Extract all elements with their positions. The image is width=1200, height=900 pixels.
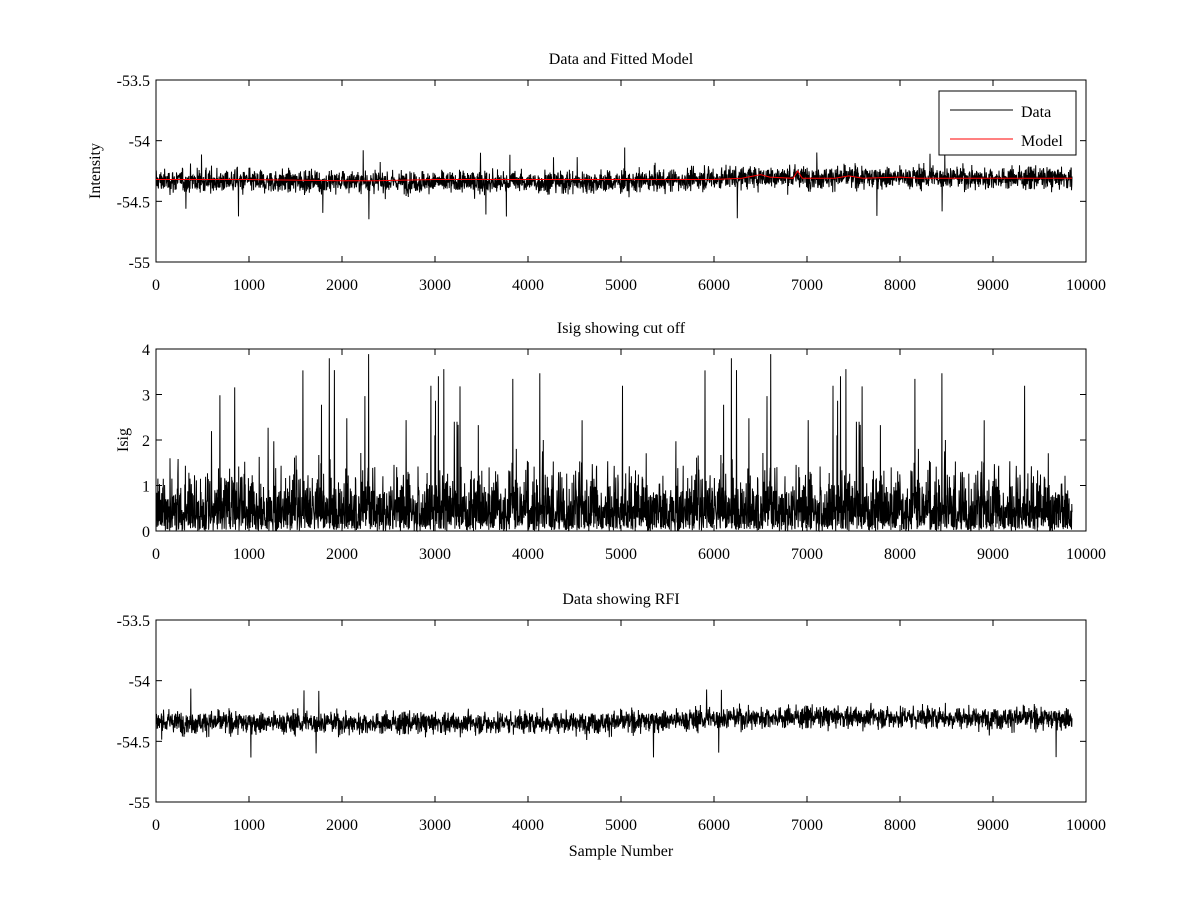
plot-area — [155, 688, 1073, 758]
x-tick-label: 10000 — [1066, 546, 1106, 563]
ticks: 0 1000 2000 3000 4000 5000 6000 7000 8000 9000 100… — [117, 613, 1106, 834]
y-tick-label: 2 — [142, 433, 150, 450]
x-tick-label: 7000 — [791, 277, 823, 294]
x-tick-label: 4000 — [512, 546, 544, 563]
x-tick-label: 0 — [152, 817, 160, 834]
x-tick-label: 2000 — [326, 817, 358, 834]
ticks: 0 1000 2000 3000 4000 5000 6000 7000 8000 9000 100… — [117, 73, 1106, 294]
x-tick-label: 8000 — [884, 546, 916, 563]
chart-title: Isig showing cut off — [557, 320, 686, 337]
y-tick-label: -54 — [129, 674, 150, 691]
chart-title: Data showing RFI — [562, 591, 679, 608]
x-tick-label: 10000 — [1066, 277, 1106, 294]
x-tick-label: 0 — [152, 546, 160, 563]
y-tick-label: -54 — [129, 134, 150, 151]
x-tick-label: 4000 — [512, 277, 544, 294]
x-axis-label: Sample Number — [569, 843, 674, 860]
x-tick-label: 6000 — [698, 546, 730, 563]
x-tick-label: 9000 — [977, 817, 1009, 834]
x-tick-label: 5000 — [605, 817, 637, 834]
x-tick-label: 3000 — [419, 817, 451, 834]
x-tick-label: 10000 — [1066, 817, 1106, 834]
x-tick-label: 3000 — [419, 546, 451, 563]
plot-area — [155, 354, 1073, 533]
x-tick-label: 9000 — [977, 546, 1009, 563]
x-tick-label: 2000 — [326, 277, 358, 294]
legend-box — [938, 90, 1077, 156]
y-tick-label: -55 — [129, 255, 150, 272]
x-tick-label: 8000 — [884, 817, 916, 834]
panel-data-and-fitted-model: 0 1000 2000 3000 4000 5000 6000 7000 8000 9000 100… — [87, 51, 1106, 294]
panel-data-showing-rfi: 0 1000 2000 3000 4000 5000 6000 7000 8000 9000 100… — [117, 591, 1106, 860]
y-tick-label: 0 — [142, 524, 150, 541]
chart-title: Data and Fitted Model — [549, 51, 694, 68]
y-axis-label: Isig — [115, 428, 132, 452]
y-tick-label: 1 — [142, 479, 150, 496]
y-axis-label: Intensity — [87, 143, 104, 199]
panel-isig-showing-cut-off: 0 1000 2000 3000 4000 5000 6000 7000 8000 9000 100… — [115, 320, 1106, 563]
x-tick-label: 6000 — [698, 277, 730, 294]
series-line-model — [156, 170, 1072, 182]
x-tick-label: 3000 — [419, 277, 451, 294]
ticks: 0 1000 2000 3000 4000 5000 6000 7000 8000 9000 100… — [142, 342, 1106, 563]
y-tick-label: -54.5 — [117, 734, 150, 751]
x-tick-label: 7000 — [791, 817, 823, 834]
legend-label-model: Model — [1021, 133, 1063, 150]
x-tick-label: 7000 — [791, 546, 823, 563]
x-tick-label: 1000 — [233, 546, 265, 563]
y-tick-label: -53.5 — [117, 613, 150, 630]
x-tick-label: 0 — [152, 277, 160, 294]
x-tick-label: 1000 — [233, 817, 265, 834]
series-line-series-0 — [155, 354, 1073, 533]
y-tick-label: -53.5 — [117, 73, 150, 90]
plot-area — [155, 147, 1073, 220]
x-tick-label: 6000 — [698, 817, 730, 834]
x-tick-label: 4000 — [512, 817, 544, 834]
legend: Data Model — [938, 90, 1077, 156]
y-tick-label: 4 — [142, 342, 150, 359]
y-tick-label: -55 — [129, 795, 150, 812]
x-tick-label: 5000 — [605, 277, 637, 294]
x-tick-label: 5000 — [605, 546, 637, 563]
x-tick-label: 8000 — [884, 277, 916, 294]
x-tick-label: 2000 — [326, 546, 358, 563]
x-tick-label: 1000 — [233, 277, 265, 294]
x-tick-label: 9000 — [977, 277, 1009, 294]
y-tick-label: -54.5 — [117, 194, 150, 211]
y-tick-label: 3 — [142, 388, 150, 405]
series-line-series-0 — [155, 688, 1073, 758]
legend-label-data: Data — [1021, 104, 1051, 121]
